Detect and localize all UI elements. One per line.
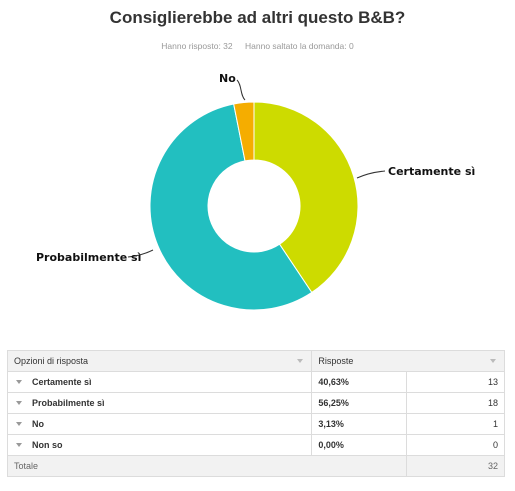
- option-count: 18: [406, 392, 505, 414]
- option-percent: 56,25%: [311, 392, 408, 414]
- leader-line-no: [236, 79, 246, 101]
- table-row: Non so 0,00% 0: [6, 434, 505, 456]
- option-percent: 3,13%: [311, 413, 408, 435]
- slice-label-certamente: Certamente sì: [388, 165, 475, 178]
- chart-subtitle: Hanno risposto: 32 Hanno saltato la doma…: [0, 41, 515, 51]
- sort-icon[interactable]: [297, 359, 304, 363]
- total-row: Totale 32: [6, 455, 505, 477]
- total-count: 32: [406, 455, 505, 477]
- leader-line-probabilmente: [127, 249, 154, 258]
- table-row: No 3,13% 1: [6, 413, 505, 435]
- expand-icon[interactable]: [16, 443, 22, 448]
- answered-count: Hanno risposto: 32: [161, 41, 233, 51]
- option-percent: 40,63%: [311, 371, 408, 393]
- chart-title: Consiglierebbe ad altri questo B&B?: [109, 8, 406, 27]
- option-percent: 0,00%: [311, 434, 408, 456]
- slice-2[interactable]: [233, 101, 255, 162]
- option-label: Certamente sì: [32, 377, 92, 387]
- option-count: 1: [406, 413, 505, 435]
- total-label: Totale: [6, 455, 408, 477]
- slice-label-probabilmente: Probabilmente sì: [36, 251, 141, 264]
- table-row: Certamente sì 40,63% 13: [6, 371, 505, 393]
- leader-line-certamente: [356, 170, 386, 179]
- option-label: Non so: [32, 440, 63, 450]
- option-count: 13: [406, 371, 505, 393]
- donut-chart: No Certamente sì Probabilmente sì: [36, 72, 475, 311]
- table-header-row: Opzioni di risposta Risposte: [6, 350, 505, 372]
- slice-label-no: No: [219, 72, 236, 85]
- option-label: No: [32, 419, 44, 429]
- expand-icon[interactable]: [16, 401, 22, 406]
- results-table: Opzioni di risposta Risposte Certamente …: [6, 350, 505, 477]
- header-options[interactable]: Opzioni di risposta: [6, 350, 313, 372]
- expand-icon[interactable]: [16, 380, 22, 385]
- slice-1[interactable]: [149, 103, 313, 311]
- skipped-count: Hanno saltato la domanda: 0: [245, 41, 354, 51]
- option-count: 0: [406, 434, 505, 456]
- header-responses[interactable]: Risposte: [311, 350, 505, 372]
- expand-icon[interactable]: [16, 422, 22, 427]
- table-row: Probabilmente sì 56,25% 18: [6, 392, 505, 414]
- sort-icon[interactable]: [490, 359, 496, 363]
- option-label: Probabilmente sì: [32, 398, 105, 408]
